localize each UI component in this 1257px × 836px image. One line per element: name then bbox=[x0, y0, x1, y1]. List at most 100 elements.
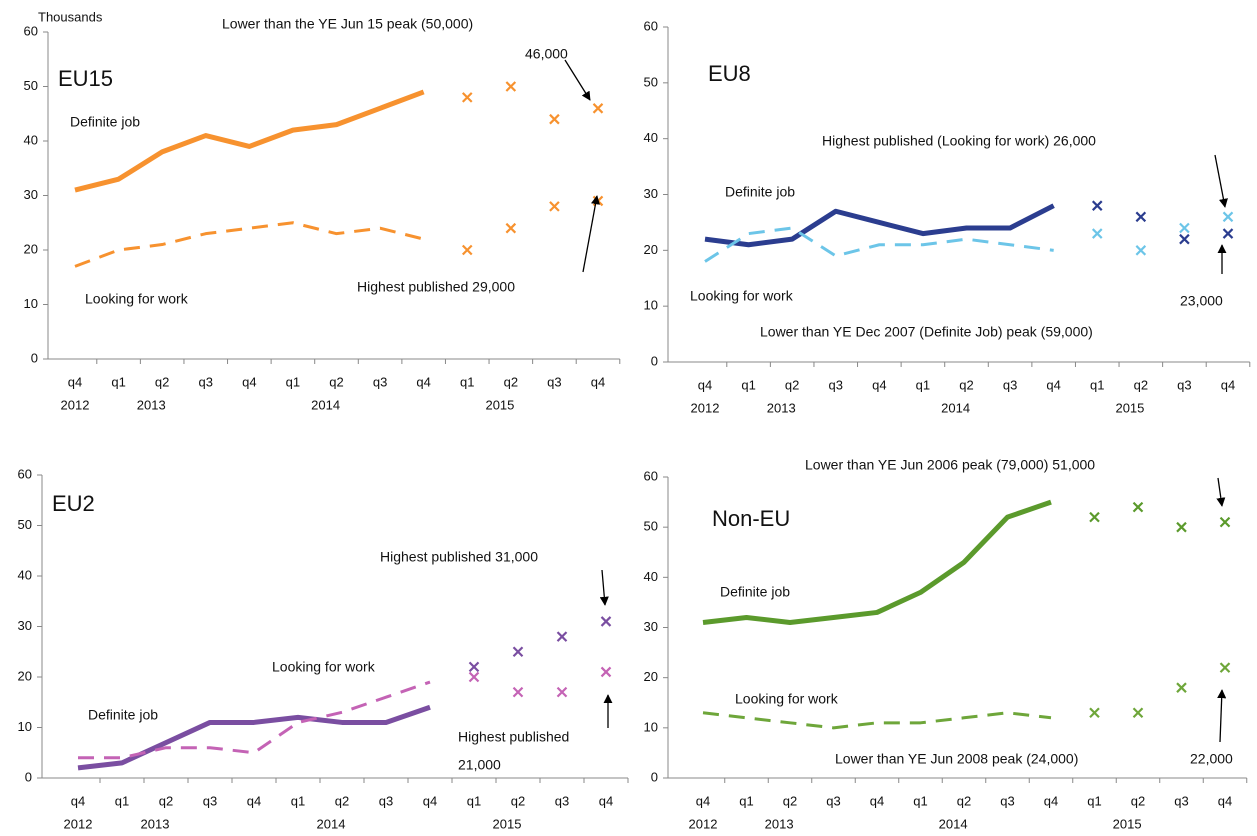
estimate-marker bbox=[512, 686, 524, 698]
x-tick-label: q2 bbox=[504, 374, 518, 389]
estimate-marker bbox=[1089, 707, 1100, 719]
series-label: Definite job bbox=[88, 707, 158, 723]
y-tick-label: 40 bbox=[644, 130, 658, 145]
estimate-marker bbox=[461, 92, 473, 103]
annotation: Lower than the YE Jun 15 peak (50,000) bbox=[222, 16, 473, 32]
estimate-marker bbox=[1176, 682, 1187, 693]
y-tick-label: 10 bbox=[644, 719, 658, 734]
chart-title: EU8 bbox=[708, 61, 751, 86]
estimate-marker bbox=[1222, 228, 1234, 239]
y-tick-label: 50 bbox=[18, 517, 32, 532]
x-tick-label: q3 bbox=[1174, 793, 1188, 808]
x-tick-label: q3 bbox=[1003, 377, 1017, 392]
x-tick-label: q2 bbox=[335, 793, 349, 808]
x-tick-label: q1 bbox=[115, 793, 129, 808]
x-tick-label: q2 bbox=[159, 793, 173, 808]
series-line bbox=[704, 203, 1055, 248]
annotation-arrow bbox=[599, 569, 609, 606]
x-tick-label: q1 bbox=[916, 377, 930, 392]
x-tick-label: q4 bbox=[423, 793, 437, 808]
x-group-label: 2015 bbox=[1113, 816, 1142, 831]
x-group-label: 2013 bbox=[141, 816, 170, 831]
series-line bbox=[77, 704, 431, 771]
estimate-marker bbox=[549, 113, 560, 125]
x-group-label: 2014 bbox=[317, 816, 346, 831]
x-tick-label: q2 bbox=[959, 377, 973, 392]
x-group-label: 2013 bbox=[765, 816, 794, 831]
x-group-label: 2015 bbox=[493, 816, 522, 831]
chart-title: Non-EU bbox=[712, 506, 790, 531]
annotation: Highest published 31,000 bbox=[380, 549, 538, 565]
estimate-marker bbox=[1176, 521, 1187, 533]
x-tick-label: q1 bbox=[1087, 793, 1101, 808]
annotation-arrow bbox=[1216, 477, 1226, 507]
x-tick-label: q4 bbox=[416, 374, 430, 389]
series-label: Looking for work bbox=[272, 659, 376, 675]
annotation: Lower than YE Jun 2006 peak (79,000) 51,… bbox=[805, 457, 1095, 473]
estimate-marker bbox=[1091, 200, 1103, 211]
x-tick-label: q1 bbox=[1090, 377, 1104, 392]
x-tick-label: q4 bbox=[247, 793, 261, 808]
estimate-marker bbox=[592, 103, 604, 114]
x-tick-label: q3 bbox=[373, 374, 387, 389]
estimate-marker bbox=[461, 244, 473, 256]
y-tick-label: 30 bbox=[18, 618, 32, 633]
x-tick-label: q2 bbox=[329, 374, 343, 389]
x-tick-label: q2 bbox=[783, 793, 797, 808]
x-tick-label: q3 bbox=[379, 793, 393, 808]
chart-title: EU2 bbox=[52, 491, 95, 516]
estimate-marker bbox=[1219, 662, 1231, 673]
y-tick-label: 40 bbox=[18, 567, 32, 582]
y-tick-label: 30 bbox=[644, 186, 658, 201]
series-label: Looking for work bbox=[735, 691, 839, 707]
y-tick-label: 40 bbox=[644, 569, 658, 584]
chart-title: EU15 bbox=[58, 66, 113, 91]
x-tick-label: q4 bbox=[698, 377, 712, 392]
series-label: Definite job bbox=[70, 114, 140, 130]
y-tick-label: 60 bbox=[18, 466, 32, 481]
chart-panel: 0 10 20 30 40 50 60 q4 q1 q2 q3 q4 q1 q2 q3 q4 q1 q2 q3 q4 2… bbox=[18, 466, 629, 831]
x-tick-label: q3 bbox=[826, 793, 840, 808]
estimate-marker bbox=[1219, 516, 1231, 528]
x-tick-label: q3 bbox=[199, 374, 213, 389]
series-label: Looking for work bbox=[690, 288, 794, 304]
x-tick-label: q4 bbox=[591, 374, 605, 389]
estimate-marker bbox=[556, 686, 568, 698]
estimate-marker bbox=[600, 666, 612, 678]
y-tick-label: 50 bbox=[644, 74, 658, 89]
estimate-marker bbox=[1179, 222, 1190, 234]
estimate-marker bbox=[556, 631, 568, 642]
x-tick-label: q4 bbox=[1218, 793, 1232, 808]
y-tick-label: 20 bbox=[644, 669, 658, 684]
chart-panel: 0 10 20 30 40 50 60 q4 q1 q2 q3 q4 q1 q2 q3 q4 q1 q2 q3 q4 2… bbox=[644, 18, 1251, 415]
y-tick-label: 0 bbox=[25, 769, 32, 784]
x-tick-label: q1 bbox=[291, 793, 305, 808]
x-tick-label: q2 bbox=[511, 793, 525, 808]
x-group-label: 2015 bbox=[485, 397, 514, 412]
x-tick-label: q2 bbox=[957, 793, 971, 808]
annotation: Lower than YE Dec 2007 (Definite Job) pe… bbox=[760, 324, 1093, 340]
annotation: 21,000 bbox=[458, 757, 501, 773]
y-tick-label: 50 bbox=[644, 519, 658, 534]
annotation: Highest published (Looking for work) 26,… bbox=[822, 133, 1096, 149]
y-tick-label: 0 bbox=[651, 769, 658, 784]
y-tick-label: 10 bbox=[18, 719, 32, 734]
y-tick-label: 10 bbox=[24, 296, 38, 311]
x-tick-label: q1 bbox=[739, 793, 753, 808]
estimate-marker bbox=[505, 81, 517, 92]
y-tick-label: 0 bbox=[651, 353, 658, 368]
series-line bbox=[704, 226, 1054, 263]
series-line bbox=[702, 711, 1052, 730]
x-group-label: 2015 bbox=[1115, 400, 1144, 415]
annotation: Highest published bbox=[458, 729, 569, 745]
x-tick-label: q3 bbox=[829, 377, 843, 392]
y-tick-label: 20 bbox=[644, 242, 658, 257]
estimate-marker bbox=[1132, 707, 1144, 719]
x-group-label: 2012 bbox=[691, 400, 720, 415]
x-tick-label: q1 bbox=[460, 374, 474, 389]
x-group-label: 2012 bbox=[64, 816, 93, 831]
series-label: Definite job bbox=[725, 184, 795, 200]
y-axis-label: Thousands bbox=[38, 9, 103, 24]
x-group-label: 2014 bbox=[311, 397, 340, 412]
